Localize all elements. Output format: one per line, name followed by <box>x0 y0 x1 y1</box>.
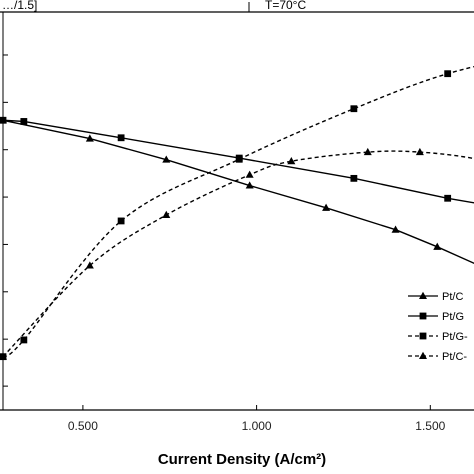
data-point <box>415 147 424 156</box>
x-tick-label: 1.000 <box>242 419 272 433</box>
data-point <box>433 242 442 250</box>
data-point <box>391 225 400 233</box>
data-point <box>0 352 7 360</box>
legend-label: Pt/C- <box>442 351 467 363</box>
data-point <box>85 261 94 269</box>
data-point <box>245 170 254 178</box>
data-point <box>117 134 125 142</box>
series-pt-c-solid <box>0 116 474 265</box>
data-point <box>350 105 358 113</box>
data-point <box>85 134 94 142</box>
legend-marker <box>419 332 427 340</box>
legend-box <box>398 284 474 372</box>
legend-label: Pt/C <box>442 291 463 303</box>
data-point <box>245 181 254 189</box>
legend-marker <box>419 351 427 359</box>
legend: Pt/C Pt/G Pt/G- Pt/C- <box>398 284 474 372</box>
data-point <box>444 70 452 78</box>
x-tick-label: 0.500 <box>68 419 98 433</box>
series-line <box>2 119 474 265</box>
data-point <box>444 194 452 202</box>
series-pt-c-dashed <box>0 147 474 360</box>
legend-label: Pt/G <box>442 311 464 323</box>
data-point <box>363 147 372 156</box>
header-left-label: …/1.5] <box>2 0 37 12</box>
legend-label: Pt/G- <box>442 331 468 343</box>
x-tick-label: 1.500 <box>415 419 445 433</box>
data-point <box>0 116 7 124</box>
data-point <box>20 118 28 125</box>
data-point <box>350 174 358 182</box>
x-axis-title: Current Density (A/cm²) <box>158 451 326 468</box>
header-right-label: T=70°C <box>265 0 306 12</box>
data-point <box>162 155 171 163</box>
legend-marker <box>419 312 427 320</box>
data-point <box>117 217 125 225</box>
data-point <box>322 203 331 211</box>
legend-marker <box>419 291 427 299</box>
y-ticks <box>3 54 8 387</box>
series-layer <box>0 65 474 361</box>
data-point <box>162 210 171 218</box>
data-point <box>20 336 28 344</box>
series-line <box>2 119 474 204</box>
data-point <box>235 155 243 163</box>
data-point <box>287 157 296 165</box>
plot-frame <box>0 2 474 411</box>
